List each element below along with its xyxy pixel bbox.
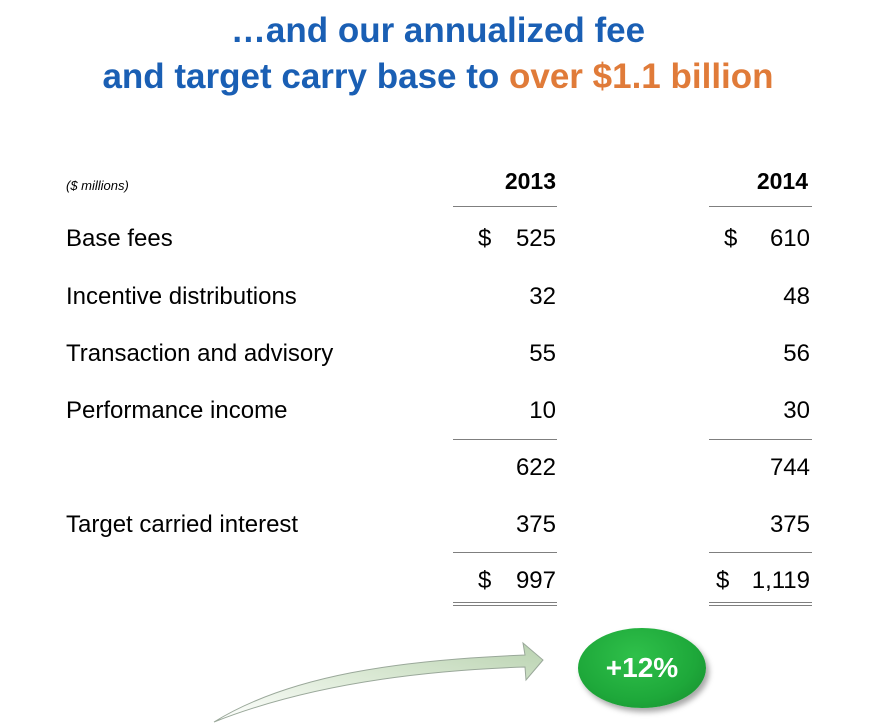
value-performance-2014: 30 <box>783 397 810 424</box>
currency-symbol: $ <box>478 567 492 594</box>
row-label-base-fees: Base fees <box>66 225 173 252</box>
amount: 525 <box>515 225 556 252</box>
row-label-target-carried-interest: Target carried interest <box>66 511 299 538</box>
value-transaction-2014: 56 <box>783 340 810 367</box>
value-total-2014: $1,119 <box>660 567 810 595</box>
currency-symbol: $ <box>716 567 730 594</box>
value-total-2013: $997 <box>406 567 556 595</box>
value-incentive-2014: 48 <box>783 283 810 310</box>
title-line-1: …and our annualized fee <box>230 11 646 50</box>
title-highlight: over $1.1 billion <box>509 57 774 96</box>
value-base-fees-2013: $525 <box>406 225 556 253</box>
header-rule-2013 <box>453 206 557 207</box>
subtotal-rule-2014 <box>709 439 812 440</box>
value-subtotal-2013: 622 <box>515 454 556 481</box>
row-label-incentive-distributions: Incentive distributions <box>66 283 297 310</box>
grand-total-rule-2014 <box>709 602 812 606</box>
row-label-transaction-advisory: Transaction and advisory <box>66 340 334 367</box>
amount: 610 <box>769 225 810 252</box>
value-base-fees-2014: $610 <box>660 225 810 253</box>
growth-badge: +12% <box>578 628 706 708</box>
total-rule-2014 <box>709 552 812 553</box>
total-rule-2013 <box>453 552 557 553</box>
units-note: ($ millions) <box>66 178 129 193</box>
title-line-2: and target carry base to over $1.1 billi… <box>0 54 876 100</box>
grand-total-rule-2013 <box>453 602 557 606</box>
title-line-2-prefix: and target carry base to <box>102 57 509 96</box>
currency-symbol: $ <box>724 225 738 252</box>
value-transaction-2013: 55 <box>529 340 556 367</box>
column-header-2013: 2013 <box>504 168 556 194</box>
row-label-performance-income: Performance income <box>66 397 288 424</box>
value-incentive-2013: 32 <box>529 283 556 310</box>
header-rule-2014 <box>709 206 812 207</box>
amount: 997 <box>515 567 556 594</box>
column-header-2014: 2014 <box>756 168 808 194</box>
amount: 1,119 <box>751 567 810 594</box>
currency-symbol: $ <box>478 225 492 252</box>
value-subtotal-2014: 744 <box>769 454 810 481</box>
value-carried-2013: 375 <box>515 511 556 538</box>
subtotal-rule-2013 <box>453 439 557 440</box>
value-carried-2014: 375 <box>769 511 810 538</box>
slide-title: …and our annualized fee and target carry… <box>0 8 876 100</box>
value-performance-2013: 10 <box>529 397 556 424</box>
